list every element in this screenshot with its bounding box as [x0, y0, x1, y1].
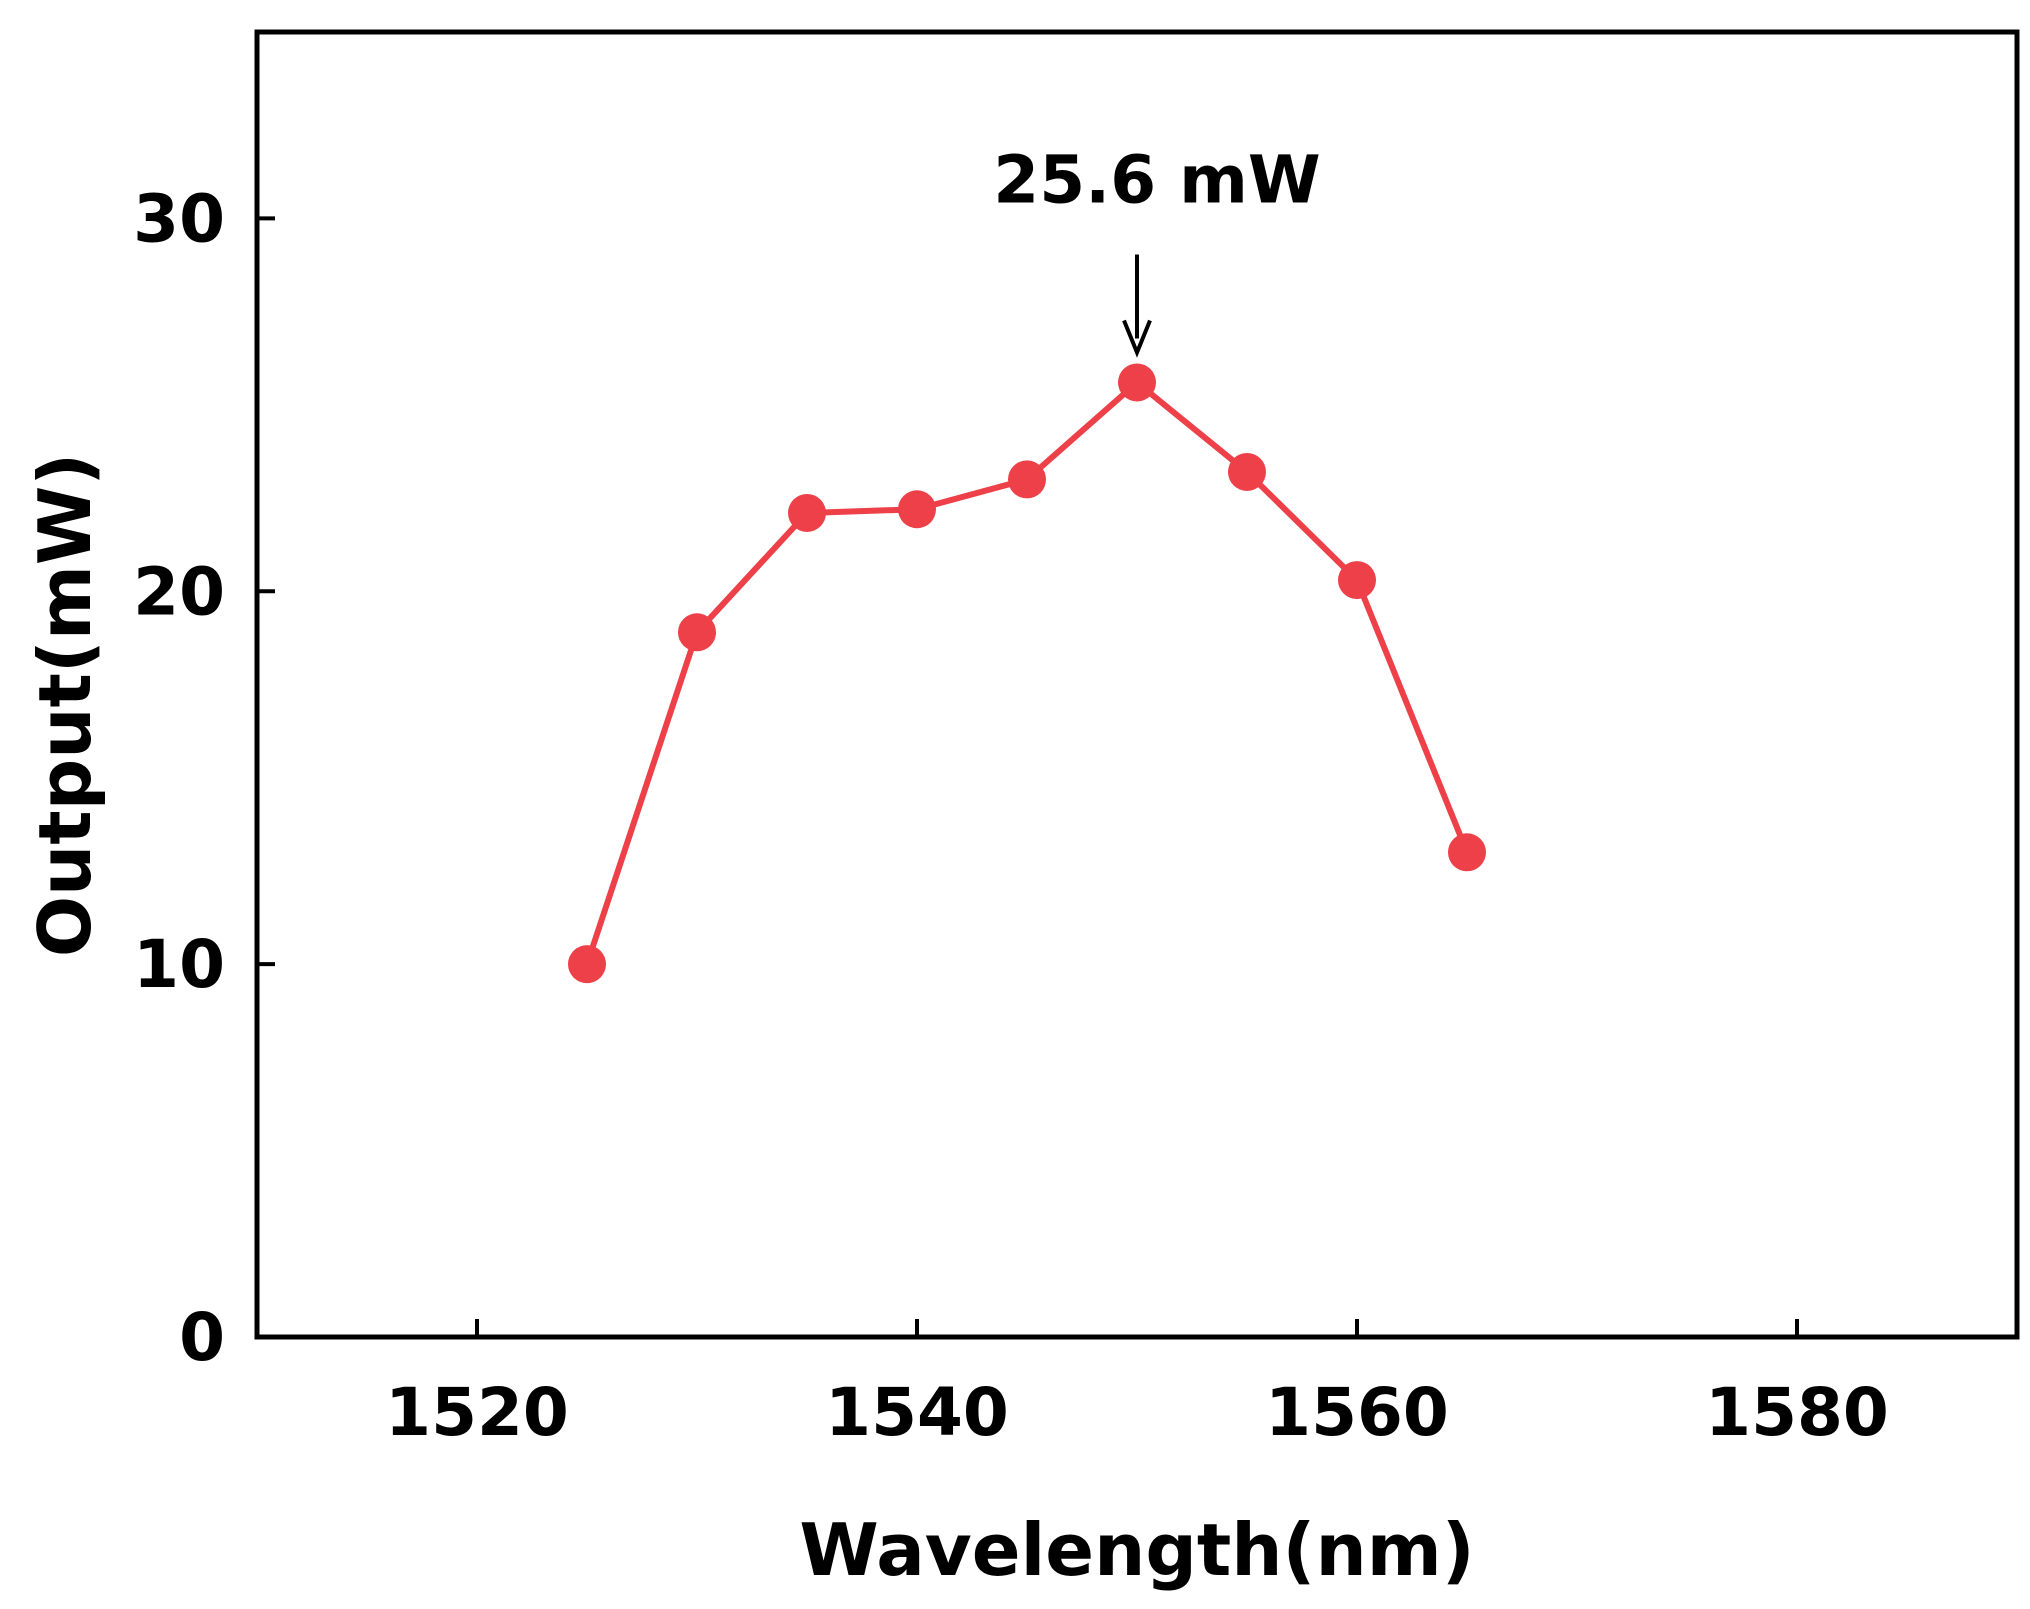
y-tick-label: 0 — [179, 1299, 225, 1376]
x-tick-label: 1540 — [825, 1374, 1009, 1451]
x-axis: 1520 1540 1560 1580 — [385, 1319, 1889, 1451]
x-axis-title: Wavelength(nm) — [799, 1508, 1474, 1592]
annotation-layer: 25.6 mW — [993, 141, 1321, 358]
series-layer — [568, 363, 1486, 984]
data-point — [1118, 363, 1156, 402]
data-point — [568, 945, 606, 984]
data-point — [678, 613, 716, 652]
y-tick-label: 20 — [133, 553, 225, 630]
y-axis: 0 10 20 30 — [133, 180, 275, 1376]
data-point — [1228, 452, 1266, 491]
y-tick-label: 30 — [133, 180, 225, 257]
x-tick-label: 1520 — [385, 1374, 569, 1451]
data-point — [1338, 561, 1376, 600]
data-point — [898, 490, 936, 529]
x-tick-label: 1580 — [1705, 1374, 1889, 1451]
x-tick-label: 1560 — [1265, 1374, 1449, 1451]
data-point — [788, 493, 826, 532]
annotation-arrow-head — [1122, 319, 1152, 358]
plot-frame — [254, 29, 2020, 1340]
data-point — [1448, 833, 1486, 872]
y-axis-title: Output(mW) — [23, 453, 107, 957]
y-tick-label: 10 — [133, 926, 225, 1003]
annotation-label: 25.6 mW — [993, 141, 1320, 218]
data-point — [1008, 460, 1046, 499]
